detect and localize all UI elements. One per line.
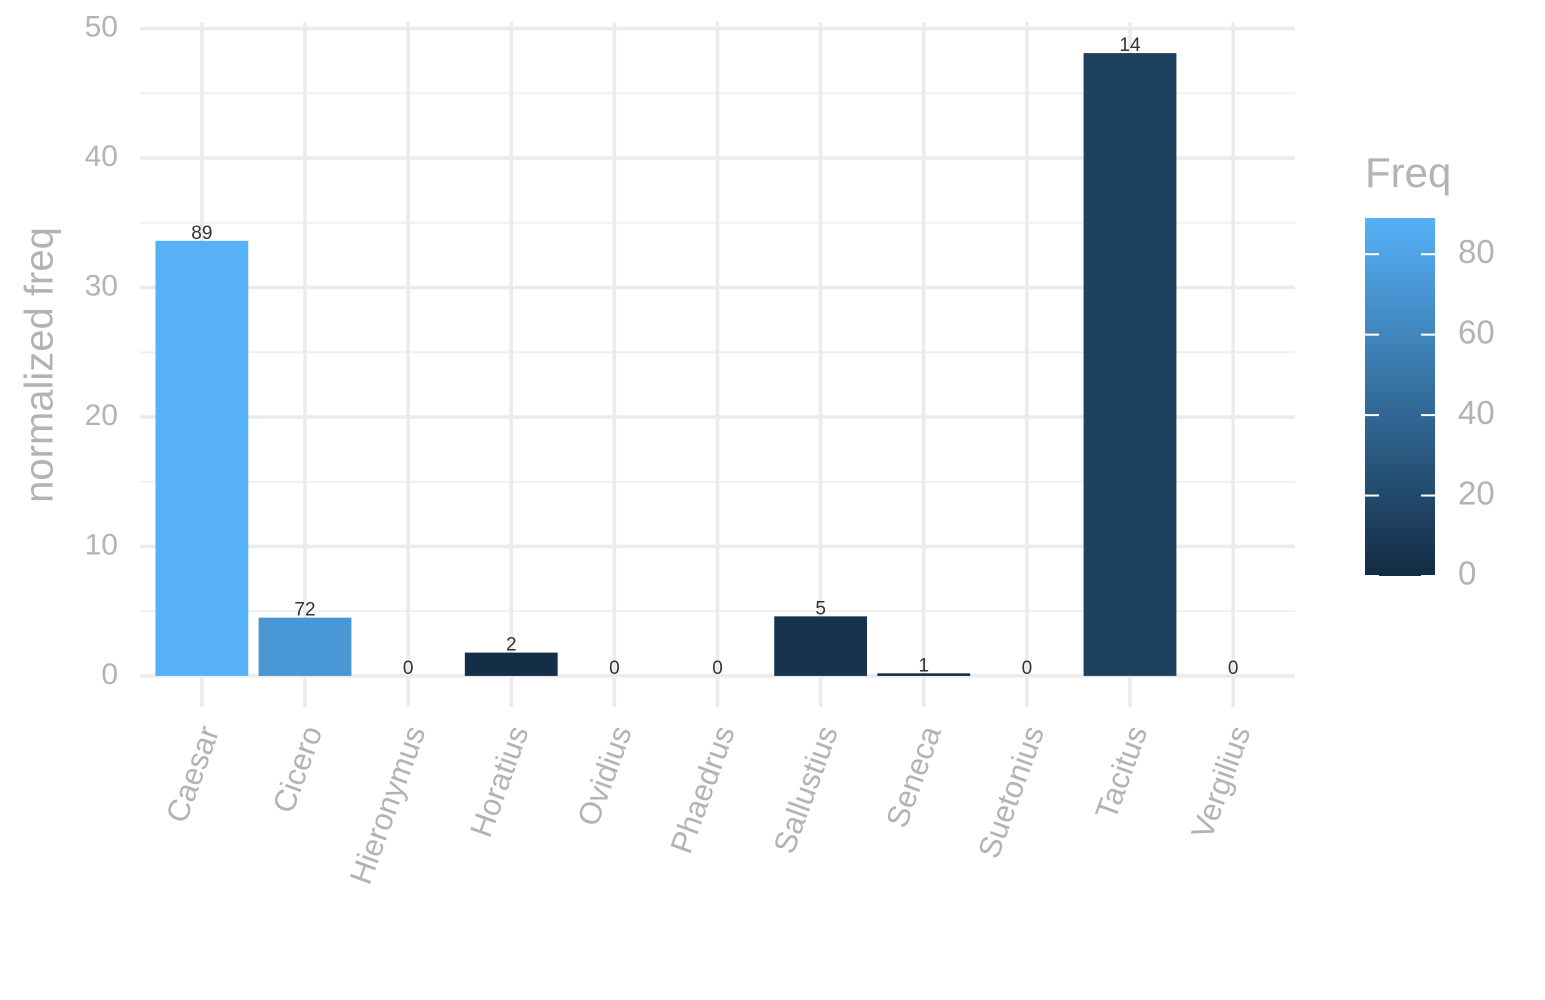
data-label: 5 [815,598,826,619]
bar [258,617,352,676]
x-tick-label: Suetonius [971,721,1051,863]
data-label: 0 [609,658,620,679]
x-tick-label: Tacitus [1088,721,1154,824]
x-tick-label: Cicero [266,721,330,817]
bar [877,673,971,676]
x-tick-label: Vergilius [1184,721,1257,843]
data-label: 89 [191,223,212,244]
data-label: 1 [918,655,929,676]
data-label: 72 [294,600,315,621]
data-label: 14 [1119,35,1141,56]
y-tick-label: 30 [85,269,118,302]
data-label: 0 [403,658,414,679]
data-label: 0 [712,658,723,679]
legend-tick-label: 0 [1458,555,1476,592]
data-label: 0 [1228,658,1239,679]
y-tick-label: 40 [85,140,118,173]
x-tick-label: Horatius [463,721,535,841]
y-tick-label: 50 [85,10,118,43]
x-tick-label: Phaedrus [663,721,741,858]
legend-tick-label: 40 [1458,394,1495,431]
legend-title: Freq [1365,149,1451,196]
legend-tick-label: 80 [1458,233,1495,270]
bar [155,240,249,676]
y-axis-title: normalized freq [18,227,62,503]
legend-tick-label: 20 [1458,474,1495,511]
data-label: 2 [506,635,517,656]
x-tick-label: Caesar [159,721,226,827]
bar [1083,53,1177,676]
x-tick-label: Ovidius [570,721,638,830]
bar [464,652,558,676]
y-tick-label: 20 [85,399,118,432]
x-tick-label: Seneca [879,721,948,832]
x-tick-label: Sallustius [767,721,845,858]
bar [774,616,868,676]
x-tick-label: Hieronymus [343,721,432,888]
y-tick-label: 0 [101,658,118,691]
data-label: 0 [1022,658,1033,679]
y-tick-label: 10 [85,528,118,561]
legend-tick-label: 60 [1458,313,1495,350]
colorbar [1365,218,1435,576]
